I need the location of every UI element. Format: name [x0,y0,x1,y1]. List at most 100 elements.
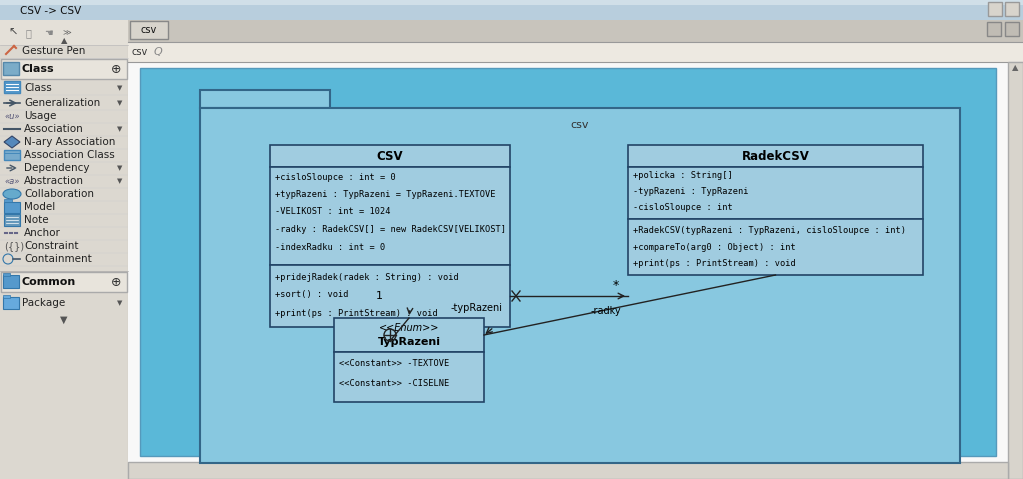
Text: ▼: ▼ [118,165,123,171]
Text: Generalization: Generalization [24,98,100,108]
Bar [0,20,128,45]
Text: ⊕: ⊕ [110,62,122,76]
Text: Containment: Containment [24,254,92,264]
Bar [0,0,1023,20]
Bar [0,20,128,479]
Text: Gesture Pen: Gesture Pen [23,46,85,56]
Bar [4,81,20,93]
Bar [333,318,484,352]
Text: Anchor: Anchor [24,228,61,238]
Bar [270,167,510,265]
Text: ▼: ▼ [118,85,123,91]
Text: ▼: ▼ [118,100,123,106]
Bar [628,219,923,275]
Text: -radky: -radky [590,306,621,316]
Text: ▼: ▼ [118,178,123,184]
Bar [1,272,127,292]
Text: «a»: «a» [4,176,19,185]
Text: +cisloSloupce : int = 0: +cisloSloupce : int = 0 [275,172,396,182]
Bar [1008,62,1023,479]
Bar [628,145,923,167]
Text: ≫: ≫ [62,28,71,37]
Bar [128,62,1008,462]
Text: ▼: ▼ [118,126,123,132]
Bar [130,21,168,39]
Text: *: * [613,280,619,293]
Bar [128,20,1023,479]
Text: -typRazeni : TypRazeni: -typRazeni : TypRazeni [633,187,749,196]
Text: Constraint: Constraint [24,241,79,251]
Bar [4,150,20,160]
Text: Package: Package [23,298,65,308]
Text: +RadekCSV(typRazeni : TypRazeni, cisloSloupce : int): +RadekCSV(typRazeni : TypRazeni, cisloSl… [633,226,906,235]
Text: 🔒: 🔒 [26,28,32,38]
Text: Collaboration: Collaboration [24,189,94,199]
Polygon shape [4,136,20,148]
Text: csv: csv [141,25,158,35]
Text: csv: csv [132,47,148,57]
Text: ☚: ☚ [44,28,53,38]
Ellipse shape [3,189,21,199]
Text: 1: 1 [375,291,383,301]
Bar [270,145,510,167]
Bar [201,90,330,108]
Text: RadekCSV: RadekCSV [742,149,809,162]
Text: Abstraction: Abstraction [24,176,84,186]
Text: Usage: Usage [24,111,56,121]
Text: CSV: CSV [376,149,403,162]
Bar [128,20,1023,42]
Text: +print(ps : PrintStream) : void: +print(ps : PrintStream) : void [275,308,438,318]
Text: Note: Note [24,215,49,225]
Text: +print(ps : PrintStream) : void: +print(ps : PrintStream) : void [633,260,796,269]
Text: +policka : String[]: +policka : String[] [633,171,732,181]
Bar [333,352,484,402]
Bar [4,199,12,202]
Text: Class: Class [23,64,54,74]
Bar [128,42,1023,62]
Text: N-ary Association: N-ary Association [24,137,116,147]
Text: +compareTo(arg0 : Object) : int: +compareTo(arg0 : Object) : int [633,242,796,251]
Text: Association: Association [24,124,84,134]
Text: -cisloSloupce : int: -cisloSloupce : int [633,204,732,213]
Text: -VELIKOST : int = 1024: -VELIKOST : int = 1024 [275,207,391,217]
Text: Class: Class [24,83,52,93]
Text: csv: csv [571,120,589,130]
Text: Association Class: Association Class [24,150,115,160]
Text: <<Constant>> -CISELNE: <<Constant>> -CISELNE [339,379,449,388]
FancyBboxPatch shape [3,275,19,288]
Text: +pridejRadek(radek : String) : void: +pridejRadek(radek : String) : void [275,273,458,282]
Text: <<Constant>> -TEXTOVE: <<Constant>> -TEXTOVE [339,360,449,368]
Bar [3,62,19,75]
Bar [0,0,1023,5]
Text: ▲: ▲ [60,36,68,46]
Bar [1,59,127,79]
Text: ▲: ▲ [1012,64,1018,72]
Bar [987,22,1000,36]
Text: ({}): ({}) [4,241,25,251]
Text: +typRazeni : TypRazeni = TypRazeni.TEXTOVE: +typRazeni : TypRazeni = TypRazeni.TEXTO… [275,190,495,199]
Bar [1005,2,1019,16]
Text: ↖: ↖ [8,28,17,38]
Text: Dependency: Dependency [24,163,89,173]
Text: +sort() : void: +sort() : void [275,290,349,299]
Bar [1005,22,1019,36]
Bar [3,295,10,298]
Text: Q: Q [154,47,163,57]
Text: «u»: «u» [4,112,19,121]
FancyBboxPatch shape [3,297,19,309]
Bar [628,167,923,219]
Bar [201,108,960,463]
Bar [128,462,1008,479]
Text: -typRazeni: -typRazeni [451,303,503,313]
Text: CSV -> CSV: CSV -> CSV [20,6,81,16]
Bar [4,214,20,226]
Bar [140,68,996,456]
Text: TypRazeni: TypRazeni [377,337,441,347]
Bar [3,273,10,276]
Text: Model: Model [24,202,55,212]
Bar [270,265,510,327]
Bar [988,2,1002,16]
Text: <<Enum>>: <<Enum>> [379,323,439,333]
Text: ▼: ▼ [60,315,68,325]
Text: -radky : RadekCSV[] = new RadekCSV[VELIKOST]: -radky : RadekCSV[] = new RadekCSV[VELIK… [275,225,506,234]
